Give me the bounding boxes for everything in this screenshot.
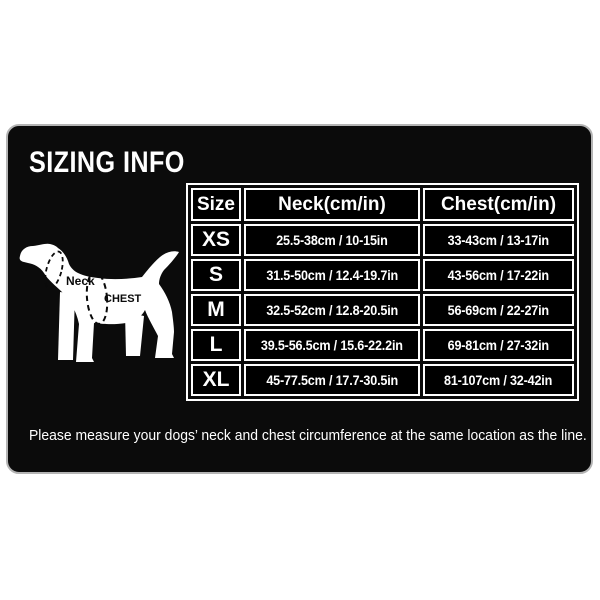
table-row-s: S 31.5-50cm / 12.4-19.7in 43-56cm / 17-2… (191, 259, 574, 291)
chest-cell: 33-43cm / 13-17in (423, 224, 574, 256)
dog-far-front-leg (58, 292, 75, 360)
page-title: SIZING INFO (29, 146, 185, 179)
chest-cell: 81-107cm / 32-42in (423, 364, 574, 396)
measurement-note: Please measure your dogs’ neck and chest… (8, 427, 591, 445)
dog-far-rear-leg (125, 312, 144, 356)
table-row-xl: XL 45-77.5cm / 17.7-30.5in 81-107cm / 32… (191, 364, 574, 396)
neck-cell: 45-77.5cm / 17.7-30.5in (244, 364, 420, 396)
table-header-row: Size Neck(cm/in) Chest(cm/in) (191, 188, 574, 221)
table-row-m: M 32.5-52cm / 12.8-20.5in 56-69cm / 22-2… (191, 294, 574, 326)
header-size: Size (191, 188, 241, 221)
chest-cell: 43-56cm / 17-22in (423, 259, 574, 291)
chest-value: 33-43cm / 13-17in (447, 232, 550, 248)
neck-value: 32.5-52cm / 12.8-20.5in (266, 302, 398, 318)
neck-value: 45-77.5cm / 17.7-30.5in (266, 372, 398, 388)
neck-value: 25.5-38cm / 10-15in (276, 232, 388, 248)
chest-cell: 69-81cm / 27-32in (423, 329, 574, 361)
chest-value: 69-81cm / 27-32in (447, 337, 550, 353)
chest-cell: 56-69cm / 22-27in (423, 294, 574, 326)
dog-body (19, 243, 180, 362)
dog-measurement-diagram: Neck CHEST (18, 240, 188, 372)
neck-cell: 32.5-52cm / 12.8-20.5in (244, 294, 420, 326)
chest-label: CHEST (104, 293, 142, 305)
neck-value: 39.5-56.5cm / 15.6-22.2in (261, 337, 403, 353)
size-cell: XS (191, 224, 241, 256)
neck-cell: 31.5-50cm / 12.4-19.7in (244, 259, 420, 291)
sizing-table: Size Neck(cm/in) Chest(cm/in) XS 25.5-38… (188, 185, 577, 399)
size-cell: M (191, 294, 241, 326)
chest-value: 56-69cm / 22-27in (447, 302, 550, 318)
neck-cell: 25.5-38cm / 10-15in (244, 224, 420, 256)
header-chest: Chest(cm/in) (423, 188, 574, 221)
neck-cell: 39.5-56.5cm / 15.6-22.2in (244, 329, 420, 361)
sizing-info-panel: SIZING INFO Neck CHEST Size Neck( (6, 124, 593, 474)
chest-value: 43-56cm / 17-22in (447, 267, 550, 283)
chest-measure-line (85, 271, 109, 325)
chest-value: 81-107cm / 32-42in (444, 372, 553, 388)
dog-silhouette-icon: Neck CHEST (19, 243, 180, 362)
neck-value: 31.5-50cm / 12.4-19.7in (266, 267, 398, 283)
measurement-note-text: Please measure your dogs’ neck and chest… (28, 427, 587, 444)
size-cell: S (191, 259, 241, 291)
neck-label: Neck (66, 274, 95, 288)
header-neck: Neck(cm/in) (244, 188, 420, 221)
size-cell: XL (191, 364, 241, 396)
table-row-xs: XS 25.5-38cm / 10-15in 33-43cm / 13-17in (191, 224, 574, 256)
table-row-l: L 39.5-56.5cm / 15.6-22.2in 69-81cm / 27… (191, 329, 574, 361)
size-cell: L (191, 329, 241, 361)
sizing-table-border: Size Neck(cm/in) Chest(cm/in) XS 25.5-38… (186, 183, 579, 401)
